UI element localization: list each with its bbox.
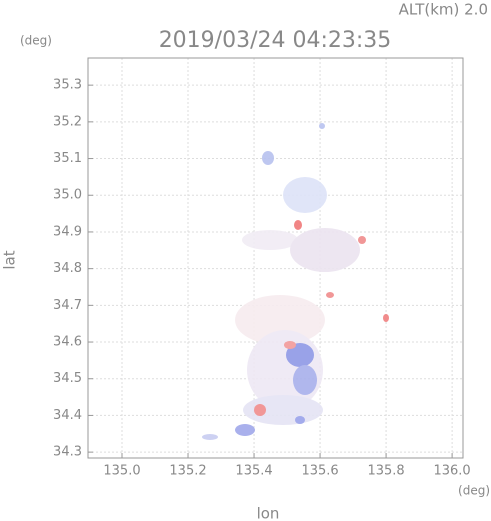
y-tick-label: 34.8 — [53, 261, 82, 276]
y-axis-label: lat — [1, 250, 19, 269]
altitude-label: ALT(km) 2.0 — [399, 1, 488, 19]
y-tick-label: 35.1 — [53, 151, 82, 166]
x-tick-label: 135.6 — [301, 464, 338, 479]
y-tick-label: 34.5 — [53, 371, 82, 386]
x-tick-label: 135.4 — [235, 464, 272, 479]
y-tick-label: 34.4 — [53, 408, 82, 423]
y-tick-label: 34.3 — [53, 445, 82, 460]
x-unit: (deg) — [458, 484, 490, 498]
chart-title: 2019/03/24 04:23:35 — [159, 28, 392, 53]
x-tick-label: 135.0 — [103, 464, 140, 479]
plot-frame — [87, 57, 464, 459]
y-tick-label: 35.3 — [53, 78, 82, 93]
y-tick-label: 35.2 — [53, 114, 82, 129]
y-unit: (deg) — [20, 34, 52, 48]
x-axis-label: lon — [257, 505, 280, 521]
y-tick-label: 34.9 — [53, 224, 82, 239]
x-tick-label: 135.2 — [169, 464, 206, 479]
x-tick-label: 136.0 — [433, 464, 470, 479]
x-tick-label: 135.8 — [367, 464, 404, 479]
y-tick-label: 35.0 — [53, 188, 82, 203]
radar-echo — [202, 123, 389, 440]
y-tick-label: 34.7 — [53, 298, 82, 313]
y-tick-label: 34.6 — [53, 335, 82, 350]
